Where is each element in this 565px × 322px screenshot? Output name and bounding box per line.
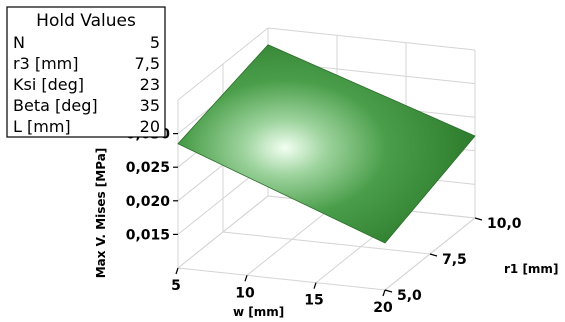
x-tick-mark xyxy=(382,289,386,297)
x-tick-mark xyxy=(244,275,248,282)
response-surface xyxy=(177,44,476,244)
hold-values-frame xyxy=(6,6,166,138)
x-axis-label: w [mm] xyxy=(233,305,284,319)
y-tick-mark xyxy=(384,289,393,293)
y-tick-mark xyxy=(474,217,483,221)
hold-values-title: Hold Values xyxy=(36,11,136,31)
x-tick-label: 15 xyxy=(304,293,323,309)
grid-line-y xyxy=(177,267,386,291)
x-tick-mark xyxy=(175,267,179,275)
grid-line-y xyxy=(222,231,431,255)
y-tick-label: 7,5 xyxy=(442,252,467,268)
hold-value-number: 7,5 xyxy=(135,54,160,73)
hold-value-name: Beta [deg] xyxy=(13,96,98,115)
y-tick-label: 10,0 xyxy=(487,216,522,232)
y-tick-label: 5,0 xyxy=(397,288,422,304)
x-tick-label: 5 xyxy=(171,278,181,294)
x-tick-label: 10 xyxy=(235,285,255,301)
x-tick-mark xyxy=(313,282,317,289)
hold-values-rows: N 5 r3 [mm] 7,5 Ksi [deg] 23 Beta [deg] 35 L [mm… xyxy=(13,33,160,136)
y-axis-label: r1 [mm] xyxy=(504,262,558,276)
z-tick-label: 0,015 xyxy=(126,227,170,243)
hold-value-name: r3 [mm] xyxy=(13,54,79,73)
hold-value-name: N xyxy=(13,33,25,52)
hold-value-name: L [mm] xyxy=(13,117,71,136)
hold-value-number: 20 xyxy=(140,117,160,136)
z-tick-label: 0,025 xyxy=(126,160,170,176)
hold-value-number: 23 xyxy=(140,75,160,94)
z-axis-label: Max V. Mises [MPa] xyxy=(94,148,108,279)
hold-value-number: 5 xyxy=(150,33,160,52)
y-tick-mark xyxy=(429,253,438,257)
z-tick-label: 0,020 xyxy=(126,194,171,210)
x-tick-label: 20 xyxy=(373,300,393,316)
hold-value-name: Ksi [deg] xyxy=(13,75,84,94)
hold-values-box: Hold Values N 5 r3 [mm] 7,5 Ksi [deg] 23 Beta … xyxy=(6,6,166,138)
hold-value-number: 35 xyxy=(140,96,160,115)
grid-edge xyxy=(267,27,476,51)
